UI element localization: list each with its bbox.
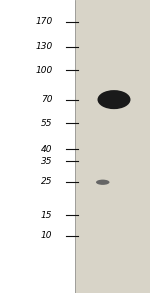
Text: 170: 170 [35,18,52,26]
Text: 100: 100 [35,66,52,75]
Text: 25: 25 [41,177,52,186]
Ellipse shape [96,180,110,185]
Ellipse shape [98,90,130,109]
FancyBboxPatch shape [0,0,75,293]
Text: 130: 130 [35,42,52,51]
Text: 15: 15 [41,211,52,220]
Text: 10: 10 [41,231,52,240]
Text: 40: 40 [41,145,52,154]
Text: 70: 70 [41,95,52,104]
Text: 55: 55 [41,119,52,127]
Text: 35: 35 [41,157,52,166]
FancyBboxPatch shape [75,0,150,293]
